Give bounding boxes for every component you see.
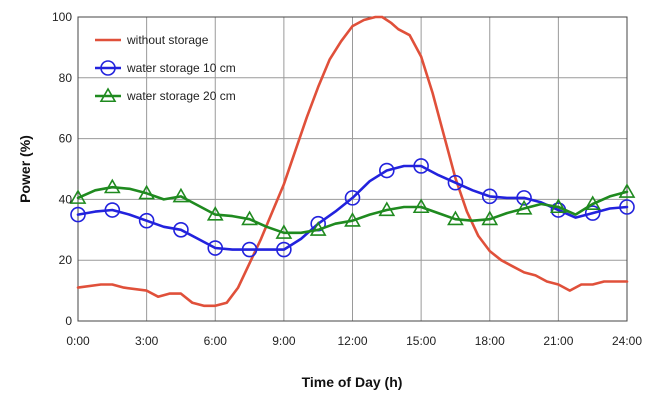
data-point-marker — [344, 212, 361, 227]
series-layer — [69, 15, 636, 308]
series-line — [76, 15, 629, 308]
data-point-marker — [481, 210, 499, 226]
data-point-marker — [206, 205, 224, 221]
data-point-marker — [584, 205, 601, 221]
data-point-marker — [172, 187, 190, 203]
x-tick-label: 0:00 — [66, 334, 90, 348]
data-point-marker — [241, 241, 258, 258]
data-point-marker — [138, 212, 155, 229]
data-point-marker — [69, 189, 87, 204]
data-point-marker — [481, 188, 498, 205]
data-point-marker — [549, 198, 567, 214]
data-point-marker — [207, 240, 224, 256]
x-tick-label: 15:00 — [406, 334, 436, 348]
y-tick-label: 0 — [65, 314, 72, 328]
legend-item: water storage 20 cm — [95, 87, 236, 103]
data-point-marker — [173, 222, 189, 238]
y-tick-label: 60 — [59, 132, 73, 146]
data-point-marker — [413, 158, 429, 174]
legend-label: water storage 10 cm — [126, 61, 236, 75]
data-point-marker — [309, 221, 327, 236]
legend-label: without storage — [126, 33, 209, 47]
x-tick-label: 9:00 — [272, 334, 296, 348]
series-1 — [76, 15, 629, 308]
data-point-marker — [618, 183, 636, 198]
series-line — [76, 164, 629, 251]
x-tick-label: 12:00 — [337, 334, 367, 348]
legend-marker — [100, 60, 116, 76]
data-point-marker — [619, 199, 635, 215]
data-point-marker — [515, 199, 533, 215]
y-tick-label: 40 — [59, 192, 73, 206]
data-point-marker — [138, 184, 156, 200]
plot-frame — [77, 16, 628, 322]
legend-label: water storage 20 cm — [126, 89, 236, 103]
legend-item: water storage 10 cm — [95, 60, 236, 76]
data-point-marker — [241, 210, 258, 226]
data-point-marker — [379, 162, 395, 179]
data-point-marker — [103, 178, 121, 194]
data-point-marker — [104, 202, 121, 218]
data-point-marker — [70, 206, 86, 223]
data-point-marker — [412, 198, 430, 214]
data-point-marker — [516, 190, 532, 206]
data-point-marker — [276, 241, 292, 258]
y-tick-label: 100 — [52, 10, 72, 24]
legend-item: without storage — [95, 33, 209, 47]
data-point-marker — [275, 224, 293, 239]
x-tick-label: 18:00 — [475, 334, 505, 348]
x-tick-label: 21:00 — [543, 334, 573, 348]
x-axis-title: Time of Day (h) — [302, 374, 403, 390]
data-point-marker — [344, 190, 361, 206]
data-point-marker — [378, 201, 396, 217]
data-point-marker — [447, 174, 464, 191]
series-3 — [69, 178, 636, 239]
tick-labels: 0:00 3:00 6:00 9:00 12:00 15:00 18:00 21:00 24:0… — [52, 10, 642, 348]
x-tick-label: 3:00 — [135, 334, 159, 348]
legend: without storage water storage 10 cm water … — [95, 33, 236, 103]
y-tick-label: 20 — [59, 253, 73, 267]
data-point-marker — [584, 195, 602, 211]
data-point-marker — [447, 210, 464, 226]
series-line — [76, 185, 629, 235]
y-axis-title: Power (%) — [17, 135, 33, 203]
x-tick-label: 24:00 — [612, 334, 642, 348]
x-tick-label: 6:00 — [204, 334, 228, 348]
legend-marker — [99, 87, 117, 103]
y-tick-label: 80 — [59, 71, 73, 85]
